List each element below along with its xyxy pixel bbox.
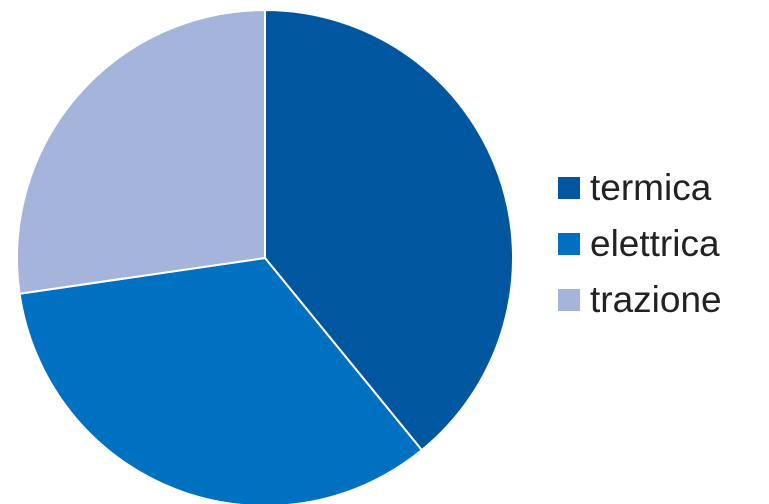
legend: termica elettrica trazione [558,167,722,320]
legend-swatch-termica [558,177,580,199]
pie-slice-elettrica [18,257,423,504]
pie-slice-trazione [16,9,266,295]
legend-label-trazione: trazione [590,279,722,320]
legend-swatch-trazione [558,289,580,311]
legend-swatch-elettrica [558,233,580,255]
legend-item-trazione: trazione [558,279,722,320]
legend-item-elettrica: elettrica [558,223,722,264]
legend-item-termica: termica [558,167,722,208]
legend-label-elettrica: elettrica [590,223,720,264]
pie-slice-termica [264,9,515,452]
legend-label-termica: termica [590,167,712,208]
